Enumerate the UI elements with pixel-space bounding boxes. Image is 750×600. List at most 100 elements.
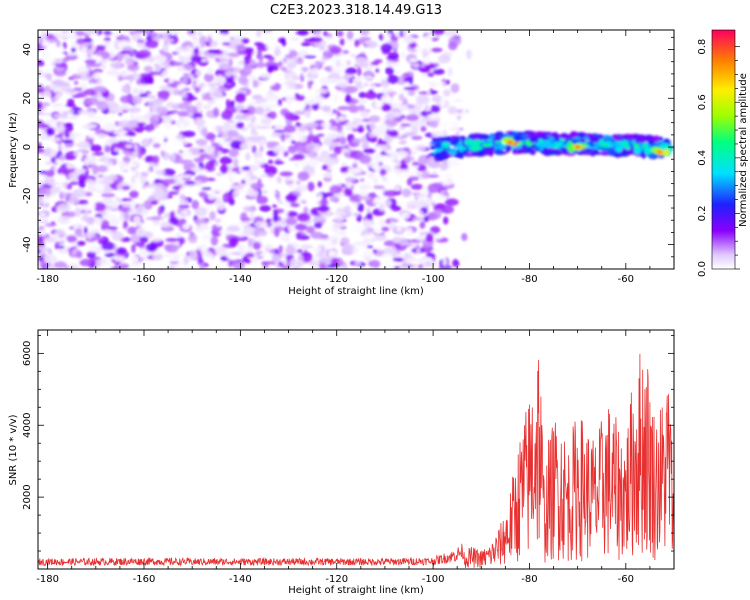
x-tick-label: -120 bbox=[325, 574, 348, 585]
heatmap-cell bbox=[38, 217, 49, 221]
heatmap-cell bbox=[317, 205, 330, 213]
heatmap-cell bbox=[285, 245, 297, 256]
heatmap-cell bbox=[227, 52, 241, 58]
heatmap-cell bbox=[246, 199, 255, 205]
heatmap-cell bbox=[92, 164, 99, 175]
heatmap-cell bbox=[104, 252, 116, 258]
heatmap-cell bbox=[153, 143, 161, 149]
heatmap-cell bbox=[201, 84, 207, 95]
heatmap-cell bbox=[427, 72, 435, 78]
heatmap-cell bbox=[205, 161, 213, 171]
heatmap-cell bbox=[130, 182, 137, 192]
heatmap-cell bbox=[434, 142, 443, 149]
heatmap-cell bbox=[182, 223, 191, 230]
heatmap-cell bbox=[259, 73, 272, 80]
heatmap-cell bbox=[267, 159, 274, 165]
x-tick-label: -160 bbox=[133, 274, 156, 285]
heatmap-cell bbox=[330, 134, 338, 140]
heatmap-cell bbox=[385, 144, 392, 150]
heatmap-cell bbox=[228, 199, 235, 206]
heatmap-cell bbox=[254, 106, 265, 115]
heatmap-cell bbox=[584, 133, 595, 137]
heatmap-cell bbox=[519, 140, 524, 146]
heatmap-cell bbox=[192, 38, 199, 49]
heatmap-cell bbox=[109, 218, 120, 226]
heatmap-cell bbox=[374, 101, 384, 108]
heatmap-cell bbox=[128, 73, 134, 84]
heatmap-cell bbox=[319, 60, 325, 65]
heatmap-cell bbox=[119, 256, 126, 264]
heatmap-cell bbox=[235, 111, 242, 115]
heatmap-cell bbox=[345, 93, 351, 103]
heatmap-cell bbox=[222, 192, 229, 203]
heatmap-cell bbox=[154, 183, 165, 193]
heatmap-cell bbox=[84, 123, 98, 129]
heatmap-cell bbox=[111, 231, 124, 241]
heatmap-cell bbox=[236, 43, 246, 53]
heatmap-cell bbox=[65, 122, 74, 127]
heatmap-cell bbox=[593, 145, 598, 150]
heatmap-cell bbox=[113, 106, 123, 112]
heatmap-cell bbox=[282, 232, 287, 242]
heatmap-cell bbox=[169, 265, 174, 269]
heatmap-cell bbox=[179, 186, 193, 194]
heatmap-cell bbox=[54, 124, 66, 134]
heatmap-cell bbox=[180, 123, 185, 128]
snr-y-ticks: 2000 4000 6000 bbox=[22, 334, 674, 552]
heatmap-cell bbox=[159, 85, 172, 91]
heatmap-cell bbox=[214, 161, 219, 167]
heatmap-cell bbox=[168, 216, 179, 225]
heatmap-cell bbox=[85, 63, 91, 68]
heatmap-cell bbox=[351, 78, 364, 82]
heatmap-cell bbox=[361, 135, 367, 144]
heatmap-cell bbox=[163, 64, 171, 69]
heatmap-cell bbox=[520, 134, 529, 138]
heatmap-cell bbox=[596, 146, 607, 151]
colorbar-label: Normalized spectral amplitude bbox=[738, 73, 749, 227]
heatmap-cell bbox=[99, 59, 108, 64]
heatmap-cell bbox=[450, 83, 460, 94]
heatmap-cell bbox=[600, 151, 609, 156]
heatmap-cell bbox=[378, 33, 384, 41]
heatmap-cell bbox=[67, 197, 80, 205]
heatmap-cell bbox=[393, 63, 399, 68]
heatmap-cell bbox=[147, 123, 156, 132]
heatmap-cell bbox=[559, 135, 570, 140]
heatmap-cell bbox=[259, 252, 274, 258]
heatmap-cell bbox=[243, 116, 255, 122]
heatmap-cell bbox=[263, 261, 275, 265]
heatmap-cell bbox=[65, 235, 78, 243]
heatmap-cell bbox=[84, 178, 95, 184]
heatmap-cell bbox=[346, 30, 354, 40]
heatmap-cell bbox=[448, 159, 461, 168]
heatmap-cell bbox=[285, 216, 298, 226]
heatmap-cell bbox=[431, 202, 437, 207]
heatmap-cell bbox=[380, 226, 390, 232]
heatmap-cell bbox=[341, 109, 348, 116]
heatmap-cell bbox=[110, 201, 118, 209]
heatmap-cell bbox=[352, 117, 362, 125]
heatmap-cell bbox=[392, 257, 404, 262]
heatmap-cell bbox=[362, 234, 374, 240]
heatmap-cell bbox=[429, 90, 438, 95]
colorbar-frame bbox=[711, 29, 736, 270]
heatmap-cell bbox=[350, 53, 357, 58]
heatmap-cell bbox=[247, 238, 253, 248]
heatmap-cell bbox=[88, 78, 94, 84]
heatmap-cell bbox=[274, 228, 280, 238]
heatmap-cell bbox=[209, 211, 216, 221]
heatmap-cell bbox=[139, 118, 152, 123]
heatmap-cell bbox=[427, 183, 440, 193]
heatmap-cell bbox=[431, 30, 445, 36]
heatmap-cell bbox=[122, 119, 129, 124]
heatmap-cell bbox=[331, 238, 339, 246]
heatmap-cell bbox=[190, 166, 202, 173]
heatmap-cell bbox=[55, 160, 64, 164]
heatmap-cell bbox=[152, 190, 166, 199]
heatmap-cell bbox=[379, 168, 387, 176]
heatmap-cell bbox=[381, 252, 393, 257]
heatmap-cell bbox=[296, 249, 303, 254]
heatmap-cell bbox=[38, 59, 45, 67]
heatmap-cell bbox=[155, 254, 163, 260]
